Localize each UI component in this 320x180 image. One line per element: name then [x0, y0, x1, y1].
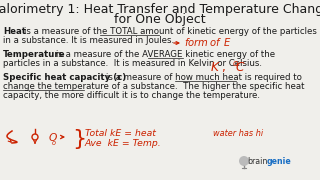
- Text: o: o: [52, 140, 56, 146]
- Text: genie: genie: [267, 157, 292, 166]
- Text: Ave  kE = Temp.: Ave kE = Temp.: [85, 139, 162, 148]
- Text: is a measure of how much heat is required to: is a measure of how much heat is require…: [106, 73, 302, 82]
- Text: in a substance. It is measured in Joules.: in a substance. It is measured in Joules…: [3, 36, 174, 45]
- Text: }: }: [72, 129, 86, 149]
- Text: Heat: Heat: [3, 27, 26, 36]
- Text: $\mathit{K\ ,\ {^o\!C}}$: $\mathit{K\ ,\ {^o\!C}}$: [210, 60, 246, 75]
- Text: brain: brain: [247, 157, 268, 166]
- Text: Specific heat capacity (c): Specific heat capacity (c): [3, 73, 126, 82]
- Text: O: O: [49, 133, 57, 143]
- Text: is a measure of the AVERAGE kinetic energy of the: is a measure of the AVERAGE kinetic ener…: [56, 50, 275, 59]
- Text: for One Object: for One Object: [114, 13, 206, 26]
- Text: change the temperature of a substance.  The higher the specific heat: change the temperature of a substance. T…: [3, 82, 305, 91]
- Text: Calorimetry 1: Heat Transfer and Temperature Change: Calorimetry 1: Heat Transfer and Tempera…: [0, 3, 320, 16]
- Text: Total kE = heat: Total kE = heat: [85, 129, 156, 138]
- Text: $\mathit{form\/of\/\ E}$: $\mathit{form\/of\/\ E}$: [184, 36, 232, 48]
- Text: capacity, the more difficult it is to change the temperature.: capacity, the more difficult it is to ch…: [3, 91, 260, 100]
- Text: Temperature: Temperature: [3, 50, 66, 59]
- Text: water has hi: water has hi: [213, 129, 263, 138]
- Text: is a measure of the TOTAL amount of kinetic energy of the particles: is a measure of the TOTAL amount of kine…: [24, 27, 317, 36]
- Text: particles in a substance.  It is measured in Kelvin or Celsius.: particles in a substance. It is measured…: [3, 59, 262, 68]
- Circle shape: [239, 156, 249, 166]
